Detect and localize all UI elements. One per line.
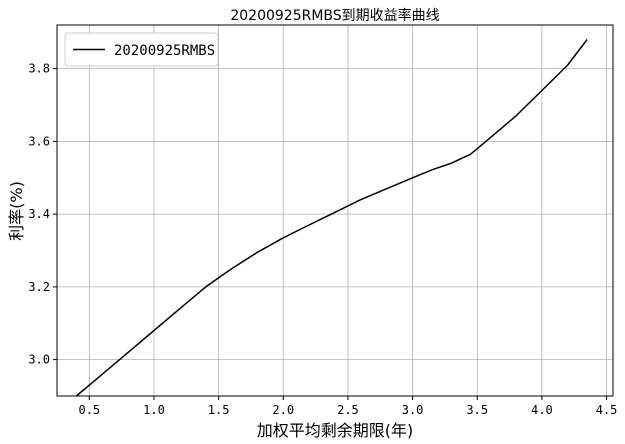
- y-tick-label: 3.6: [28, 134, 50, 148]
- x-tick-label: 0.5: [78, 403, 100, 417]
- chart-title: 20200925RMBS到期收益率曲线: [230, 7, 439, 24]
- y-axis-label: 利率(%): [7, 181, 26, 241]
- legend: 20200925RMBS: [64, 32, 219, 67]
- plot-frame: [56, 24, 614, 397]
- series-line-20200925RMBS: [75, 39, 588, 397]
- x-tick-label: 4.0: [531, 403, 553, 417]
- y-tick-label: 3.2: [28, 280, 50, 294]
- x-tick-label: 1.0: [143, 403, 165, 417]
- x-tick-label: 2.5: [337, 403, 359, 417]
- y-tick-label: 3.4: [28, 207, 50, 221]
- x-tick-label: 3.5: [466, 403, 488, 417]
- series-layer: [75, 39, 588, 397]
- y-tick-label: 3.0: [28, 353, 50, 367]
- x-axis-label: 加权平均剩余期限(年): [257, 421, 414, 440]
- legend-box: [64, 32, 219, 67]
- x-tick-label: 1.5: [208, 403, 230, 417]
- grid-lines: [57, 25, 613, 396]
- x-axis-ticks: 0.5 1.0 1.5 2.0 2.5 3.0 3.5 4.0 4.5: [78, 396, 617, 417]
- x-tick-label: 4.5: [596, 403, 618, 417]
- y-axis-ticks: 3.0 3.2 3.4 3.6 3.8: [28, 62, 57, 367]
- x-tick-label: 2.0: [272, 403, 294, 417]
- x-tick-label: 3.0: [402, 403, 424, 417]
- y-tick-label: 3.8: [28, 62, 50, 76]
- legend-label: 20200925RMBS: [114, 43, 215, 59]
